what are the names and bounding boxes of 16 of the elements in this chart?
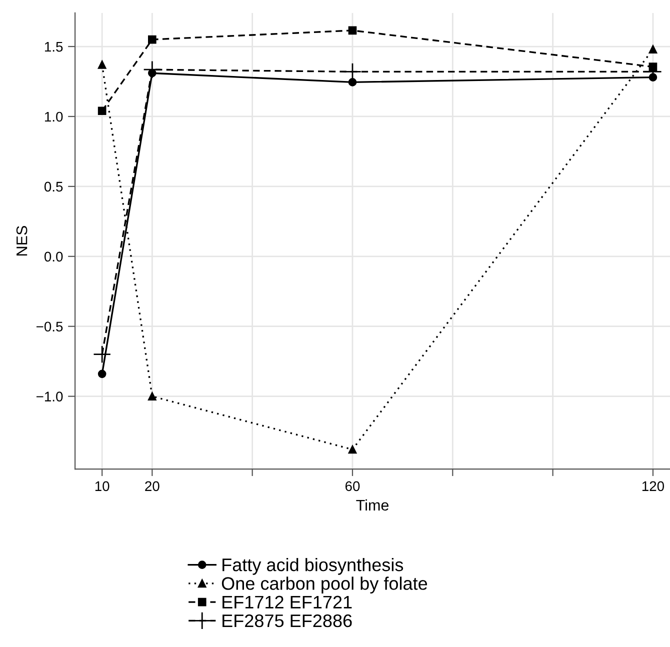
y-tick-label: 1.5: [44, 42, 63, 52]
x-tick-label: 10: [95, 481, 110, 492]
y-tick-label: 0.0: [44, 252, 63, 262]
legend-label: One carbon pool by folate: [222, 576, 428, 594]
legend-label: EF1712 EF1721: [222, 596, 352, 608]
x-tick-label: 20: [145, 481, 160, 492]
y-tick-label: 0.5: [44, 182, 63, 192]
y-tick-label: −1.0: [36, 392, 63, 402]
y-axis-title: NES: [16, 226, 28, 256]
y-tick-label: −0.5: [36, 322, 63, 332]
y-tick-label: 1.0: [44, 112, 63, 122]
legend-label: Fatty acid biosynthesis: [222, 558, 404, 575]
legend-label: EF2875 EF2886: [222, 614, 352, 628]
x-tick-label: 60: [345, 481, 360, 492]
x-tick-label: 120: [642, 481, 664, 492]
x-axis-title: Time: [356, 499, 389, 511]
